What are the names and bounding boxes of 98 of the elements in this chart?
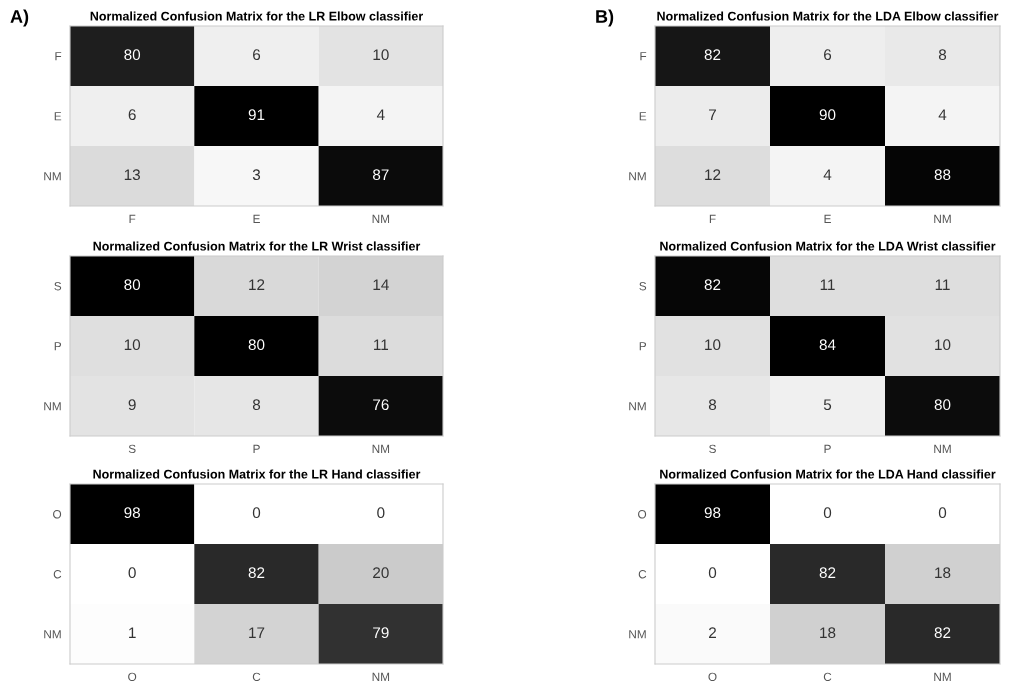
data-label: 80 — [124, 49, 141, 61]
data-label: 90 — [819, 109, 836, 121]
x-tick-label: NM — [934, 444, 951, 453]
data-label: 84 — [819, 339, 836, 351]
x-tick-label: NM — [372, 214, 390, 223]
data-label: 10 — [705, 339, 721, 351]
data-label: 18 — [820, 627, 836, 639]
chart-title: Normalized Confusion Matrix for the LR Elbow classifier — [90, 11, 424, 21]
y-tick-label: E — [54, 112, 62, 121]
data-label: 8 — [708, 399, 717, 411]
y-tick-label: NM — [629, 172, 646, 181]
x-tick-label: O — [128, 672, 137, 681]
y-tick-label: NM — [44, 630, 61, 639]
y-tick-label: NM — [44, 402, 61, 411]
x-tick-label: E — [824, 214, 831, 223]
data-label: 82 — [704, 49, 721, 61]
data-label: 82 — [704, 279, 721, 291]
data-label: 13 — [124, 169, 140, 181]
chart-title: Normalized Confusion Matrix for the LR Hand classifier — [93, 469, 421, 479]
data-label: 3 — [252, 169, 261, 181]
x-tick-label: NM — [372, 672, 390, 681]
text: A) — [10, 9, 29, 27]
y-tick-label: S — [639, 282, 647, 291]
data-label: 87 — [373, 169, 389, 181]
x-tick-label: NM — [934, 214, 951, 223]
y-tick-label: NM — [44, 172, 61, 181]
data-label: 80 — [124, 279, 141, 291]
x-tick-label: C — [823, 672, 832, 681]
data-label: 98 — [124, 507, 140, 519]
y-tick-label: O — [53, 510, 62, 519]
data-label: 88 — [934, 169, 951, 181]
data-label: 4 — [823, 169, 832, 180]
x-tick-label: NM — [372, 444, 390, 453]
y-tick-label: C — [53, 570, 62, 579]
data-label: 14 — [373, 279, 389, 290]
x-tick-label: S — [128, 444, 136, 453]
chart-title: Normalized Confusion Matrix for the LDA Hand classifier — [660, 469, 996, 479]
data-label: 2 — [709, 627, 716, 638]
data-label: 0 — [823, 507, 832, 519]
x-tick-label: C — [252, 672, 261, 681]
y-tick-label: P — [639, 342, 647, 351]
data-label: 79 — [373, 627, 389, 639]
y-tick-label: P — [54, 342, 62, 351]
data-label: 10 — [124, 339, 141, 351]
y-tick-label: NM — [629, 630, 646, 639]
x-tick-label: F — [129, 214, 136, 223]
data-label: 82 — [819, 567, 836, 579]
x-tick-label: P — [253, 444, 260, 453]
y-tick-label: F — [55, 52, 62, 61]
x-tick-label: P — [824, 444, 831, 453]
data-label: 11 — [935, 279, 950, 290]
data-label: 11 — [374, 339, 389, 350]
data-label: 0 — [377, 507, 385, 519]
data-label: 8 — [938, 49, 947, 61]
y-tick-label: O — [638, 510, 647, 519]
y-tick-label: F — [640, 52, 647, 61]
data-label: 80 — [248, 339, 265, 351]
y-tick-label: NM — [629, 402, 646, 411]
x-tick-label: O — [708, 672, 717, 681]
data-label: 6 — [128, 109, 136, 121]
data-label: 0 — [708, 567, 717, 579]
chart-title: Normalized Confusion Matrix for the LR Wrist classifier — [93, 241, 421, 251]
data-label: 17 — [249, 627, 265, 638]
data-label: 7 — [709, 109, 716, 120]
data-label: 98 — [704, 507, 721, 519]
data-label: 0 — [128, 567, 136, 579]
chart-title: Normalized Confusion Matrix for the LDA Elbow classifier — [657, 11, 999, 21]
data-label: 0 — [252, 507, 261, 519]
data-label: 11 — [820, 279, 835, 290]
data-label: 4 — [938, 109, 947, 120]
y-tick-label: C — [638, 570, 647, 579]
data-label: 6 — [253, 49, 261, 61]
data-label: 1 — [129, 627, 136, 638]
x-tick-label: F — [709, 214, 716, 223]
data-label: 82 — [248, 567, 265, 579]
data-label: 12 — [249, 279, 265, 290]
data-label: 80 — [934, 399, 951, 411]
data-label: 12 — [705, 169, 721, 180]
text: B) — [596, 9, 614, 27]
data-label: 6 — [824, 49, 832, 61]
data-label: 76 — [373, 399, 389, 411]
y-tick-label: E — [639, 112, 647, 121]
x-tick-label: NM — [934, 672, 951, 681]
x-tick-label: E — [253, 214, 260, 223]
x-tick-label: S — [709, 444, 716, 453]
data-label: 8 — [252, 399, 261, 411]
data-label: 10 — [373, 49, 389, 61]
data-label: 91 — [248, 109, 265, 121]
data-label: 9 — [128, 399, 136, 411]
data-label: 5 — [823, 399, 832, 411]
data-label: 82 — [934, 627, 951, 639]
data-label: 18 — [935, 567, 951, 579]
data-label: 4 — [376, 109, 385, 120]
chart-title: Normalized Confusion Matrix for the LDA Wrist classifier — [660, 241, 996, 251]
data-label: 10 — [935, 339, 951, 351]
y-tick-label: S — [54, 282, 62, 291]
data-label: 0 — [938, 507, 947, 519]
data-label: 20 — [373, 567, 389, 579]
